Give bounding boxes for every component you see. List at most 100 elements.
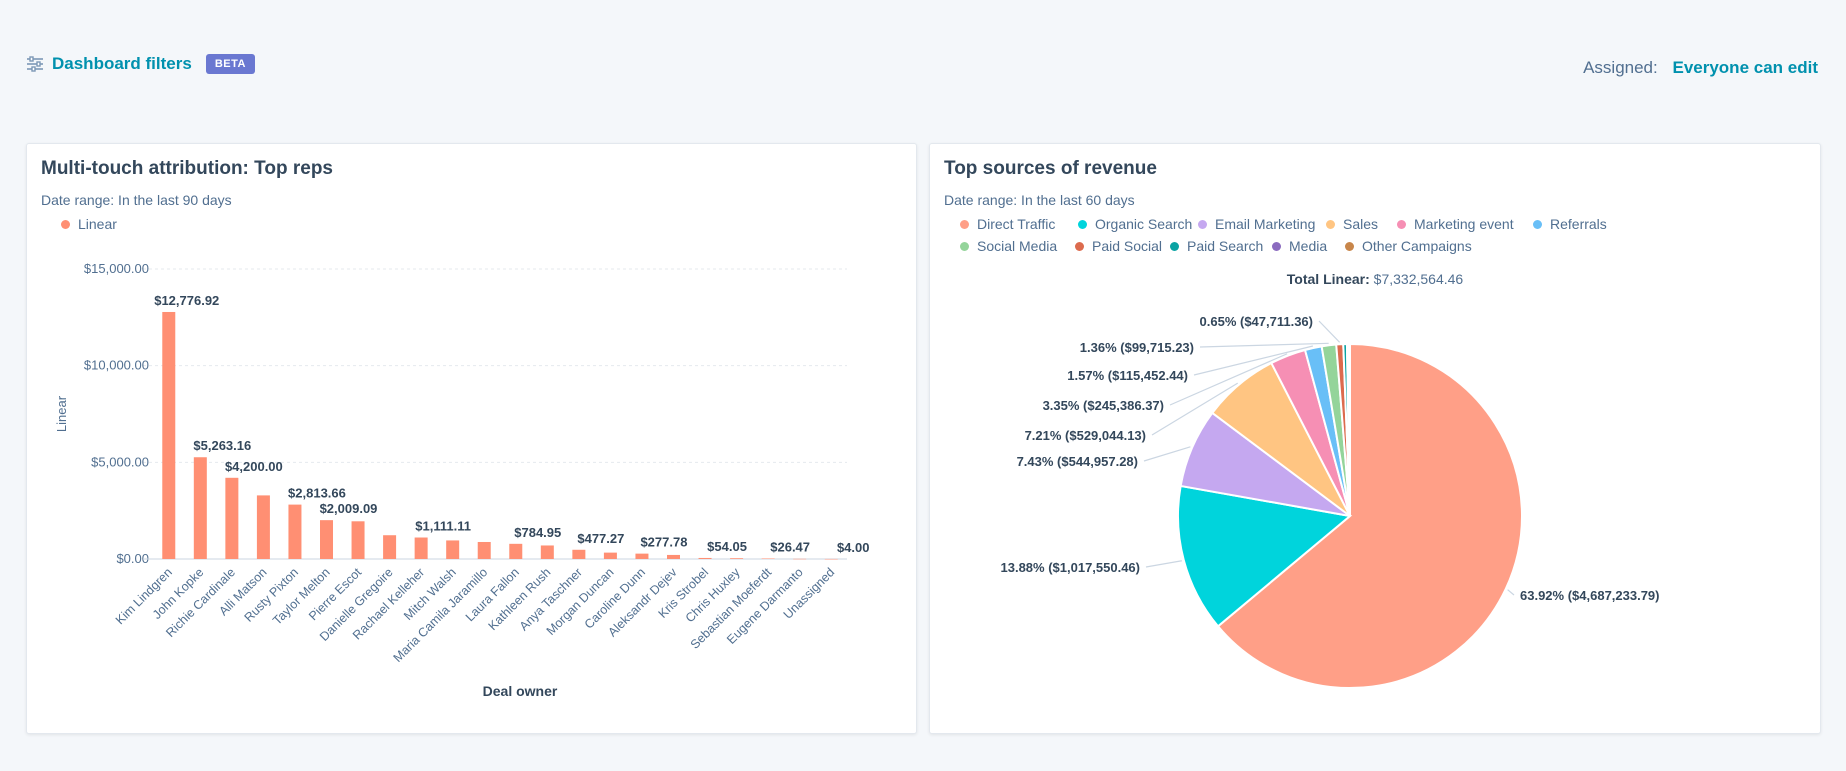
label-connector xyxy=(1143,446,1191,462)
bar xyxy=(477,541,491,559)
slice-label: 0.65% ($47,711.36) xyxy=(1200,314,1313,329)
total-value: $7,332,564.46 xyxy=(1373,271,1464,287)
slice-label: 1.36% ($99,715.23) xyxy=(1080,340,1194,355)
data-label: $1,111.11 xyxy=(415,519,471,534)
slice-label: 3.35% ($245,386.37) xyxy=(1043,398,1164,413)
legend-label: Media xyxy=(1289,238,1328,254)
bar xyxy=(446,540,460,559)
legend-item[interactable]: Paid Social xyxy=(1075,238,1162,254)
legend-label: Direct Traffic xyxy=(977,216,1056,232)
slice-label: 7.43% ($544,957.28) xyxy=(1017,454,1138,469)
legend-item-linear[interactable]: Linear xyxy=(61,216,117,232)
data-label: $4.00 xyxy=(837,540,870,555)
legend-label: Other Campaigns xyxy=(1362,238,1472,254)
assigned-permission-link[interactable]: Everyone can edit xyxy=(1672,58,1818,77)
data-label: $2,813.66 xyxy=(288,486,346,501)
legend-swatch xyxy=(1533,219,1542,229)
legend-label: Linear xyxy=(78,216,117,232)
bar xyxy=(509,543,523,559)
legend-swatch xyxy=(1345,241,1354,251)
legend-label: Email Marketing xyxy=(1215,216,1316,232)
legend-label: Marketing event xyxy=(1414,216,1514,232)
label-connector xyxy=(1318,320,1341,343)
filter-sliders-icon[interactable] xyxy=(26,55,44,73)
bar-chart: $0.00 $5,000.00 $10,000.00 $15,000.00 Linear… xyxy=(54,261,870,699)
bar xyxy=(603,552,617,559)
legend-item[interactable]: Organic Search xyxy=(1078,216,1192,232)
label-connector xyxy=(1151,382,1239,436)
total-label: Total Linear: xyxy=(1286,271,1370,287)
y-tick-label: $0.00 xyxy=(116,551,149,566)
legend-item[interactable]: Other Campaigns xyxy=(1345,238,1472,254)
bar xyxy=(698,557,712,559)
top-reps-card: Multi-touch attribution: Top reps Date r… xyxy=(26,143,917,734)
assigned-setting: Assigned: Everyone can edit xyxy=(1583,58,1818,78)
legend-swatch xyxy=(1326,219,1335,229)
legend-swatch xyxy=(61,219,70,229)
slice-label: 63.92% ($4,687,233.79) xyxy=(1520,588,1660,603)
legend-label: Referrals xyxy=(1550,216,1607,232)
slice-label: 7.21% ($529,044.13) xyxy=(1025,428,1146,443)
label-connector xyxy=(1193,345,1314,376)
beta-badge: BETA xyxy=(205,54,255,74)
label-connector xyxy=(1199,342,1329,348)
pie-slice xyxy=(1216,342,1523,689)
bar xyxy=(162,311,176,559)
legend-item[interactable]: Marketing event xyxy=(1397,216,1514,232)
data-label: $2,009.09 xyxy=(320,501,378,516)
legend-label: Paid Search xyxy=(1187,238,1264,254)
bar xyxy=(667,554,680,559)
bar xyxy=(225,477,239,559)
y-axis-title: Linear xyxy=(54,395,69,432)
date-range: Date range: In the last 90 days xyxy=(41,192,232,208)
bar xyxy=(793,558,807,560)
legend-item[interactable]: Social Media xyxy=(960,238,1057,254)
y-tick-label: $5,000.00 xyxy=(91,454,149,469)
date-range: Date range: In the last 60 days xyxy=(944,192,1135,208)
slice-label: 13.88% ($1,017,550.46) xyxy=(1001,560,1141,575)
legend-swatch xyxy=(1272,241,1281,251)
card-title: Top sources of revenue xyxy=(944,158,1157,179)
pie-slice xyxy=(1177,484,1353,628)
bar xyxy=(572,549,586,559)
bar xyxy=(761,558,775,559)
bar xyxy=(730,558,744,559)
legend-item[interactable]: Referrals xyxy=(1533,216,1607,232)
dashboard-filters-link[interactable]: Dashboard filters xyxy=(52,54,192,73)
y-tick-label: $15,000.00 xyxy=(84,261,149,276)
data-label: $12,776.92 xyxy=(154,293,219,308)
legend-item[interactable]: Paid Search xyxy=(1170,238,1263,254)
data-label: $477.27 xyxy=(577,531,624,546)
data-label: $4,200.00 xyxy=(225,459,283,474)
x-axis-title: Deal owner xyxy=(483,683,558,699)
dashboard-filters[interactable]: Dashboard filters BETA xyxy=(26,54,255,74)
top-bar: Dashboard filters BETA Assigned: Everyon… xyxy=(0,0,1846,135)
bar xyxy=(193,457,207,559)
data-label: $277.78 xyxy=(640,535,687,550)
bar xyxy=(824,558,838,560)
bar xyxy=(635,553,649,559)
bar xyxy=(256,495,270,559)
legend-swatch xyxy=(1075,241,1084,251)
legend-swatch xyxy=(1198,219,1207,229)
legend-item[interactable]: Media xyxy=(1272,238,1327,254)
assigned-label: Assigned: xyxy=(1583,58,1658,77)
legend-swatch xyxy=(1078,219,1087,229)
data-label: $54.05 xyxy=(707,539,747,554)
data-label: $26.47 xyxy=(770,539,810,554)
top-sources-card: Top sources of revenue Date range: In th… xyxy=(929,143,1821,734)
legend-swatch xyxy=(1170,241,1179,251)
legend-item[interactable]: Direct Traffic xyxy=(960,216,1055,232)
legend-item[interactable]: Sales xyxy=(1326,216,1378,232)
legend-label: Paid Social xyxy=(1092,238,1163,254)
legend-item[interactable]: Email Marketing xyxy=(1198,216,1315,232)
bar xyxy=(351,521,365,559)
legend-swatch xyxy=(1397,219,1406,229)
y-tick-label: $10,000.00 xyxy=(84,358,149,373)
bar xyxy=(288,504,302,559)
legend-label: Sales xyxy=(1343,216,1379,232)
card-title: Multi-touch attribution: Top reps xyxy=(41,158,333,179)
bar xyxy=(320,520,333,559)
pie-slice xyxy=(1347,342,1351,517)
legend-label: Social Media xyxy=(977,238,1058,254)
